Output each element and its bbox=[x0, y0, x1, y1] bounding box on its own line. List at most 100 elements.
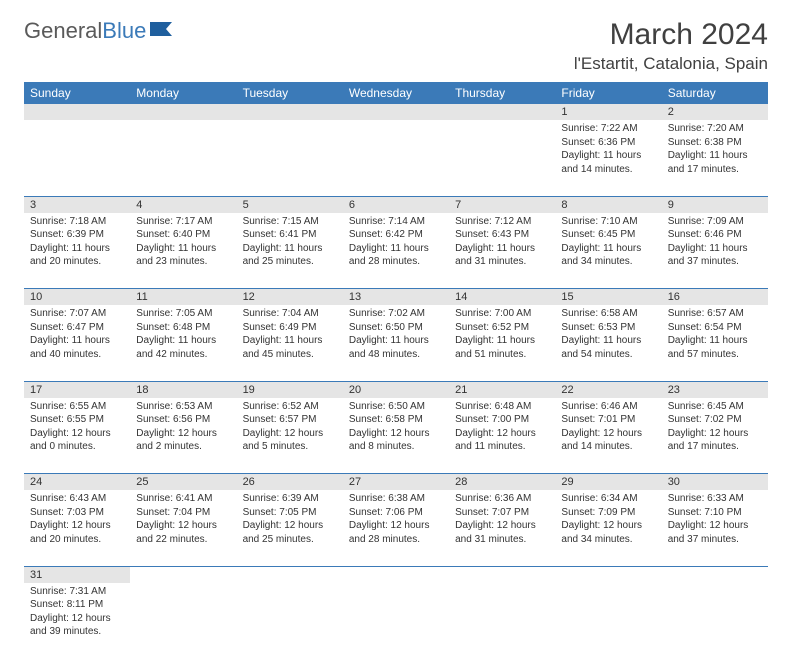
day-number-row: 24252627282930 bbox=[24, 474, 768, 491]
daylight-text: Daylight: 11 hours and 48 minutes. bbox=[349, 334, 443, 361]
daylight-text: Daylight: 11 hours and 28 minutes. bbox=[349, 242, 443, 269]
daylight-text: Daylight: 11 hours and 14 minutes. bbox=[561, 149, 655, 176]
daylight-text: Daylight: 12 hours and 5 minutes. bbox=[243, 427, 337, 454]
day-number bbox=[343, 104, 449, 120]
day-cell: Sunrise: 7:20 AMSunset: 6:38 PMDaylight:… bbox=[662, 120, 768, 196]
day-header: Tuesday bbox=[237, 82, 343, 104]
day-cell: Sunrise: 6:50 AMSunset: 6:58 PMDaylight:… bbox=[343, 398, 449, 474]
day-cell: Sunrise: 7:31 AMSunset: 8:11 PMDaylight:… bbox=[24, 583, 130, 659]
sunset-text: Sunset: 7:04 PM bbox=[136, 506, 230, 520]
sunset-text: Sunset: 6:48 PM bbox=[136, 321, 230, 335]
day-number: 22 bbox=[555, 381, 661, 398]
sunrise-text: Sunrise: 6:43 AM bbox=[30, 492, 124, 506]
sunset-text: Sunset: 6:40 PM bbox=[136, 228, 230, 242]
day-cell: Sunrise: 7:07 AMSunset: 6:47 PMDaylight:… bbox=[24, 305, 130, 381]
day-header-row: Sunday Monday Tuesday Wednesday Thursday… bbox=[24, 82, 768, 104]
daylight-text: Daylight: 12 hours and 34 minutes. bbox=[561, 519, 655, 546]
day-cell: Sunrise: 6:53 AMSunset: 6:56 PMDaylight:… bbox=[130, 398, 236, 474]
daylight-text: Daylight: 11 hours and 25 minutes. bbox=[243, 242, 337, 269]
sunset-text: Sunset: 6:58 PM bbox=[349, 413, 443, 427]
sunrise-text: Sunrise: 6:34 AM bbox=[561, 492, 655, 506]
sunset-text: Sunset: 6:50 PM bbox=[349, 321, 443, 335]
day-number: 29 bbox=[555, 474, 661, 491]
day-number: 24 bbox=[24, 474, 130, 491]
day-number: 18 bbox=[130, 381, 236, 398]
sunrise-text: Sunrise: 7:04 AM bbox=[243, 307, 337, 321]
day-cell: Sunrise: 7:09 AMSunset: 6:46 PMDaylight:… bbox=[662, 213, 768, 289]
daylight-text: Daylight: 12 hours and 8 minutes. bbox=[349, 427, 443, 454]
daylight-text: Daylight: 11 hours and 42 minutes. bbox=[136, 334, 230, 361]
sunrise-text: Sunrise: 7:02 AM bbox=[349, 307, 443, 321]
day-number: 31 bbox=[24, 566, 130, 583]
sunrise-text: Sunrise: 6:36 AM bbox=[455, 492, 549, 506]
day-number: 19 bbox=[237, 381, 343, 398]
sunrise-text: Sunrise: 7:17 AM bbox=[136, 215, 230, 229]
day-header: Monday bbox=[130, 82, 236, 104]
day-cell bbox=[662, 583, 768, 659]
day-number: 4 bbox=[130, 196, 236, 213]
day-number: 10 bbox=[24, 289, 130, 306]
day-content-row: Sunrise: 6:55 AMSunset: 6:55 PMDaylight:… bbox=[24, 398, 768, 474]
sunrise-text: Sunrise: 6:33 AM bbox=[668, 492, 762, 506]
daylight-text: Daylight: 12 hours and 28 minutes. bbox=[349, 519, 443, 546]
day-cell: Sunrise: 6:45 AMSunset: 7:02 PMDaylight:… bbox=[662, 398, 768, 474]
daylight-text: Daylight: 11 hours and 51 minutes. bbox=[455, 334, 549, 361]
day-cell: Sunrise: 7:05 AMSunset: 6:48 PMDaylight:… bbox=[130, 305, 236, 381]
sunset-text: Sunset: 7:05 PM bbox=[243, 506, 337, 520]
daylight-text: Daylight: 11 hours and 57 minutes. bbox=[668, 334, 762, 361]
sunrise-text: Sunrise: 6:50 AM bbox=[349, 400, 443, 414]
sunrise-text: Sunrise: 7:10 AM bbox=[561, 215, 655, 229]
day-number: 3 bbox=[24, 196, 130, 213]
calendar-table: Sunday Monday Tuesday Wednesday Thursday… bbox=[24, 82, 768, 659]
daylight-text: Daylight: 11 hours and 23 minutes. bbox=[136, 242, 230, 269]
day-cell bbox=[343, 583, 449, 659]
sunset-text: Sunset: 6:49 PM bbox=[243, 321, 337, 335]
day-number bbox=[237, 104, 343, 120]
day-number: 27 bbox=[343, 474, 449, 491]
daylight-text: Daylight: 12 hours and 17 minutes. bbox=[668, 427, 762, 454]
day-header: Wednesday bbox=[343, 82, 449, 104]
daylight-text: Daylight: 11 hours and 54 minutes. bbox=[561, 334, 655, 361]
sunrise-text: Sunrise: 7:05 AM bbox=[136, 307, 230, 321]
day-number-row: 17181920212223 bbox=[24, 381, 768, 398]
sunrise-text: Sunrise: 7:09 AM bbox=[668, 215, 762, 229]
day-cell bbox=[555, 583, 661, 659]
day-number: 5 bbox=[237, 196, 343, 213]
day-number: 9 bbox=[662, 196, 768, 213]
day-number: 11 bbox=[130, 289, 236, 306]
daylight-text: Daylight: 11 hours and 34 minutes. bbox=[561, 242, 655, 269]
day-number: 17 bbox=[24, 381, 130, 398]
day-content-row: Sunrise: 7:31 AMSunset: 8:11 PMDaylight:… bbox=[24, 583, 768, 659]
sunset-text: Sunset: 6:55 PM bbox=[30, 413, 124, 427]
day-cell bbox=[343, 120, 449, 196]
day-cell: Sunrise: 7:02 AMSunset: 6:50 PMDaylight:… bbox=[343, 305, 449, 381]
daylight-text: Daylight: 11 hours and 20 minutes. bbox=[30, 242, 124, 269]
day-cell: Sunrise: 6:39 AMSunset: 7:05 PMDaylight:… bbox=[237, 490, 343, 566]
location: l'Estartit, Catalonia, Spain bbox=[574, 54, 768, 74]
sunrise-text: Sunrise: 7:22 AM bbox=[561, 122, 655, 136]
day-number: 30 bbox=[662, 474, 768, 491]
daylight-text: Daylight: 11 hours and 17 minutes. bbox=[668, 149, 762, 176]
day-cell: Sunrise: 6:55 AMSunset: 6:55 PMDaylight:… bbox=[24, 398, 130, 474]
sunset-text: Sunset: 7:07 PM bbox=[455, 506, 549, 520]
sunrise-text: Sunrise: 6:57 AM bbox=[668, 307, 762, 321]
day-cell: Sunrise: 6:58 AMSunset: 6:53 PMDaylight:… bbox=[555, 305, 661, 381]
daylight-text: Daylight: 11 hours and 37 minutes. bbox=[668, 242, 762, 269]
daylight-text: Daylight: 12 hours and 20 minutes. bbox=[30, 519, 124, 546]
sunrise-text: Sunrise: 6:38 AM bbox=[349, 492, 443, 506]
day-cell: Sunrise: 6:38 AMSunset: 7:06 PMDaylight:… bbox=[343, 490, 449, 566]
day-number: 14 bbox=[449, 289, 555, 306]
sunrise-text: Sunrise: 6:53 AM bbox=[136, 400, 230, 414]
day-number-row: 12 bbox=[24, 104, 768, 120]
title-block: March 2024 l'Estartit, Catalonia, Spain bbox=[574, 18, 768, 74]
day-header: Saturday bbox=[662, 82, 768, 104]
day-number: 1 bbox=[555, 104, 661, 120]
sunset-text: Sunset: 6:36 PM bbox=[561, 136, 655, 150]
day-header: Friday bbox=[555, 82, 661, 104]
sunrise-text: Sunrise: 7:15 AM bbox=[243, 215, 337, 229]
sunset-text: Sunset: 6:46 PM bbox=[668, 228, 762, 242]
day-cell: Sunrise: 6:34 AMSunset: 7:09 PMDaylight:… bbox=[555, 490, 661, 566]
day-content-row: Sunrise: 7:07 AMSunset: 6:47 PMDaylight:… bbox=[24, 305, 768, 381]
day-number bbox=[555, 566, 661, 583]
sunset-text: Sunset: 6:45 PM bbox=[561, 228, 655, 242]
